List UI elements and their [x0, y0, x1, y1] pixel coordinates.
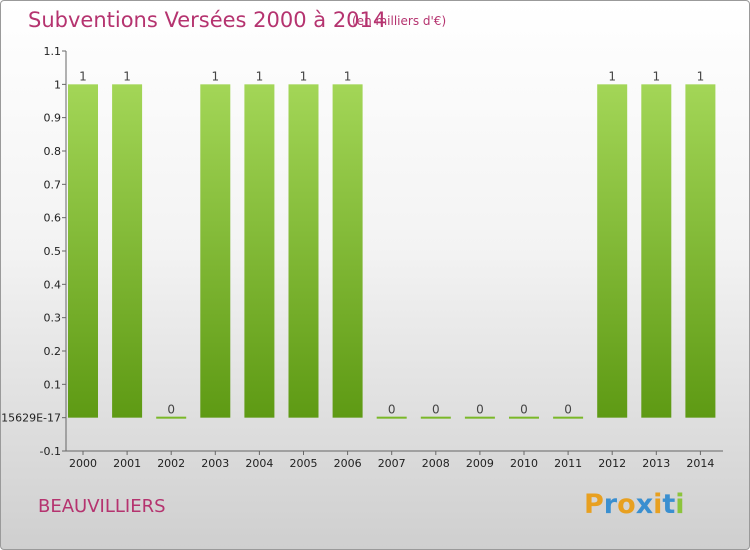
y-tick-label: 0.5 — [44, 245, 62, 258]
y-tick-label: -0.1 — [40, 445, 61, 458]
chart-title: Subventions Versées 2000 à 2014 — [28, 8, 387, 32]
y-tick-label: 0.7 — [44, 178, 62, 191]
bar — [288, 84, 319, 418]
x-axis-ticks: 2000 2001 2002 2003 2004 2005 2006 2007 2008 2009… — [69, 457, 714, 470]
x-tick-label: 2000 — [69, 457, 97, 470]
y-tick-label: 0.4 — [44, 278, 62, 291]
bar — [597, 84, 628, 418]
x-tick-label: 2001 — [113, 457, 141, 470]
x-tick-label: 2012 — [598, 457, 626, 470]
y-tick-label: 0.8 — [44, 145, 62, 158]
y-tick-label: 1 — [54, 78, 61, 91]
bar — [553, 416, 584, 419]
bar-series: 1 1 0 1 1 1 1 0 0 0 0 0 1 1 1 — [68, 69, 716, 419]
logo-letter: i — [653, 489, 663, 520]
x-tick-label: 2004 — [245, 457, 273, 470]
logo-letter: P — [584, 489, 604, 520]
bar-value-label: 0 — [388, 403, 396, 417]
bar-value-label: 1 — [608, 69, 616, 83]
x-tick-label: 2006 — [334, 457, 362, 470]
logo-letter: r — [603, 489, 618, 520]
bar-value-label: 1 — [79, 69, 87, 83]
bar-value-label: 1 — [256, 69, 264, 83]
bar — [641, 84, 672, 418]
bar-value-label: 1 — [211, 69, 219, 83]
y-tick-label: 0.3 — [44, 312, 62, 325]
bar-value-label: 0 — [167, 403, 175, 417]
bar — [464, 416, 495, 419]
y-tick-label: 0.9 — [44, 112, 62, 125]
logo-letter: t — [662, 489, 676, 520]
y-tick-label: 0.1 — [44, 378, 62, 391]
bar-value-label: 1 — [652, 69, 660, 83]
bar — [376, 416, 407, 419]
logo-letter: i — [675, 489, 685, 520]
chart-subtitle: (en milliers d'€) — [352, 14, 447, 28]
x-tick-label: 2007 — [378, 457, 406, 470]
bar-value-label: 1 — [697, 69, 705, 83]
bar — [244, 84, 275, 418]
bar — [68, 84, 98, 418]
x-tick-label: 2009 — [466, 457, 494, 470]
x-tick-label: 2010 — [510, 457, 538, 470]
y-tick-label: -2.7755575615629E-17 — [1, 412, 61, 425]
bar-value-label: 0 — [520, 403, 528, 417]
bar — [509, 416, 539, 419]
y-axis-ticks: -0.1 -2.7755575615629E-17 0.1 0.2 0.3 0.4 0.5 0… — [1, 45, 61, 458]
x-tick-label: 2008 — [422, 457, 450, 470]
x-tick-label: 2003 — [201, 457, 229, 470]
x-tick-label: 2014 — [686, 457, 714, 470]
x-tick-label: 2002 — [157, 457, 185, 470]
bar-value-label: 0 — [564, 403, 572, 417]
bar-value-label: 1 — [123, 69, 131, 83]
bar-value-label: 1 — [344, 69, 352, 83]
y-tick-label: 1.1 — [44, 45, 62, 58]
y-tick-label: 0.6 — [44, 212, 62, 225]
proxiti-logo: Proxiti — [584, 489, 685, 520]
bar — [156, 416, 187, 419]
bar-value-label: 0 — [432, 403, 440, 417]
x-tick-label: 2005 — [290, 457, 318, 470]
bar — [685, 84, 716, 418]
logo-letter: x — [635, 489, 654, 520]
logo-letter: o — [617, 489, 636, 520]
bar-value-label: 1 — [300, 69, 308, 83]
commune-name: BEAUVILLIERS — [38, 496, 166, 517]
bar — [200, 84, 231, 418]
bar — [332, 84, 363, 418]
bar-value-label: 0 — [476, 403, 484, 417]
bar — [112, 84, 143, 418]
chart-axes — [62, 50, 723, 455]
y-tick-label: 0.2 — [44, 345, 62, 358]
bar — [420, 416, 451, 419]
x-tick-label: 2011 — [554, 457, 582, 470]
x-tick-label: 2013 — [642, 457, 670, 470]
